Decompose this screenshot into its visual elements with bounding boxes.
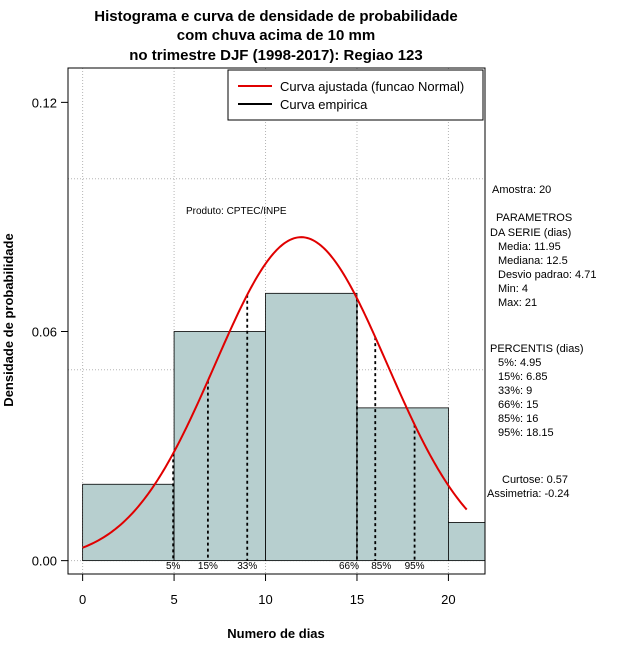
histogram-bars (82, 292, 486, 562)
x-tick-label-0: 0 (79, 592, 86, 607)
percentile-label-5: 95% (405, 561, 425, 572)
x-tick-label-2: 10 (258, 592, 272, 607)
product-note: Produto: CPTEC/INPE (186, 206, 287, 217)
stats-p33: 33%: 9 (498, 385, 532, 397)
y-axis: 0.00 0.06 0.12 (32, 95, 69, 569)
histogram-bar-2 (265, 292, 358, 562)
percentile-label-2: 33% (237, 561, 257, 572)
y-tick-label-2: 0.12 (32, 95, 57, 110)
stats-median: Mediana: 12.5 (498, 255, 568, 267)
legend-label-empirical: Curva empirica (280, 97, 368, 112)
stats-p95: 95%: 18.15 (498, 427, 554, 439)
stats-percentiles-heading: PERCENTIS (dias) (490, 343, 584, 355)
chart-title-line-2: com chuva acima de 10 mm (177, 27, 375, 44)
chart-title-line-1: Histograma e curva de densidade de proba… (94, 8, 457, 25)
legend-box (227, 69, 484, 121)
normal-curve-layer (82, 236, 468, 549)
histogram-bar-4 (448, 522, 486, 562)
percentile-label-1: 15% (198, 561, 218, 572)
chart-title-line-3: no trimestre DJF (1998-2017): Regiao 123 (129, 47, 422, 64)
legend-label-fitted: Curva ajustada (funcao Normal) (280, 79, 464, 94)
stats-p5: 5%: 4.95 (498, 357, 541, 369)
stats-sample: Amostra: 20 (492, 184, 551, 196)
percentile-label-4: 85% (371, 561, 391, 572)
histogram-bar-1 (173, 331, 266, 562)
stats-max: Max: 21 (498, 297, 537, 309)
stats-p66: 66%: 15 (498, 399, 538, 411)
stats-p85: 85%: 16 (498, 413, 538, 425)
stats-params-subheading: DA SERIE (dias) (490, 227, 571, 239)
y-axis-label: Densidade de probabilidade (1, 233, 16, 406)
x-axis: 0 5 10 15 20 (79, 573, 456, 607)
y-tick-label-1: 0.06 (32, 325, 57, 340)
stats-sd: Desvio padrao: 4.71 (498, 269, 596, 281)
percentile-lines: 5% 15% 33% 66% 85% 95% (166, 294, 425, 572)
stats-skewness: Assimetria: -0.24 (487, 488, 570, 500)
stats-mean: Media: 11.95 (498, 241, 561, 253)
stats-kurtosis: Curtose: 0.57 (502, 474, 568, 486)
x-tick-label-3: 15 (350, 592, 364, 607)
x-tick-label-4: 20 (441, 592, 455, 607)
stats-params-heading: PARAMETROS (496, 212, 572, 224)
histogram-bar-3 (356, 407, 449, 562)
x-tick-label-1: 5 (170, 592, 177, 607)
stats-p15: 15%: 6.85 (498, 371, 548, 383)
legend: Curva ajustada (funcao Normal) Curva emp… (227, 69, 484, 121)
percentile-label-3: 66% (339, 561, 359, 572)
normal-curve-line (82, 236, 468, 549)
stats-panel: Amostra: 20 PARAMETROS DA SERIE (dias) M… (487, 184, 596, 500)
histogram-bar-0 (82, 483, 175, 562)
percentile-label-0: 5% (166, 561, 181, 572)
y-tick-label-0: 0.00 (32, 554, 57, 569)
x-axis-label: Numero de dias (227, 626, 325, 641)
stats-min: Min: 4 (498, 283, 528, 295)
